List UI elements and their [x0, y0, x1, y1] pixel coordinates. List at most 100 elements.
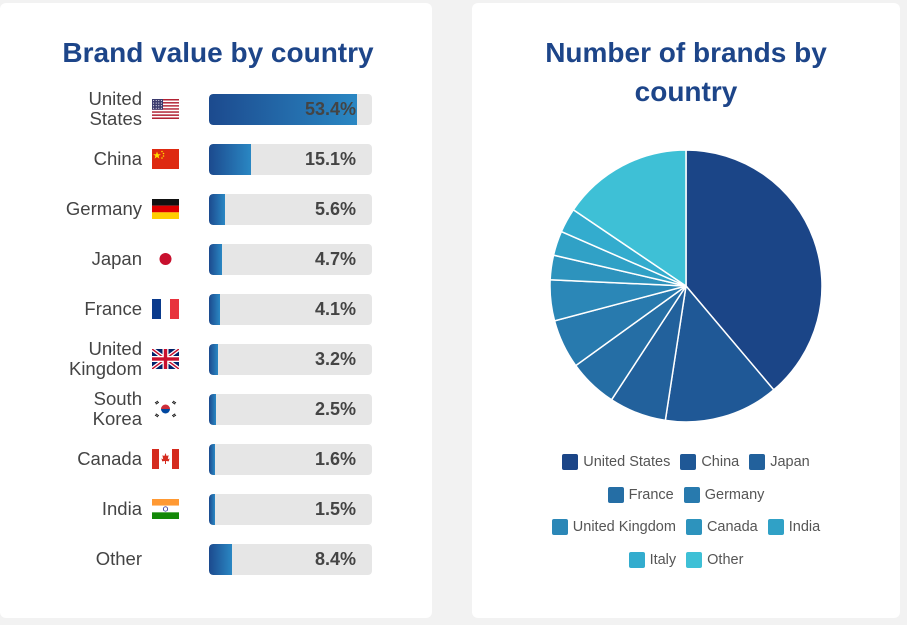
bar	[209, 194, 225, 225]
bar-row: India 1.5%	[0, 484, 432, 534]
uk-flag-icon	[152, 349, 179, 369]
bar-row: Canada 1.6%	[0, 434, 432, 484]
china-flag-icon	[152, 149, 179, 169]
bar-track: 1.6%	[209, 444, 372, 475]
legend-swatch	[607, 486, 624, 503]
bar-row: United Kingdom 3.2%	[0, 334, 432, 384]
country-label-line: France	[84, 298, 142, 319]
country-label: France	[2, 299, 142, 319]
bar-track: 8.4%	[209, 544, 372, 575]
bar-track: 53.4%	[209, 94, 372, 125]
legend-row: United States China Japan	[472, 452, 900, 472]
bar-track: 15.1%	[209, 144, 372, 175]
legend-item[interactable]: India	[767, 517, 821, 537]
legend-item[interactable]: China	[680, 452, 739, 472]
bar-track: 4.1%	[209, 294, 372, 325]
bar-value-label: 4.1%	[314, 299, 356, 319]
france-flag-icon	[152, 299, 179, 319]
bar-value-label: 8.4%	[314, 549, 356, 569]
bar-track: 3.2%	[209, 344, 372, 375]
india-flag-icon	[152, 499, 179, 519]
brands-count-title: Number of brands by country	[545, 37, 827, 107]
bar-track: 5.6%	[209, 194, 372, 225]
legend-label: Italy	[649, 551, 677, 568]
bar	[209, 244, 223, 275]
brands-count-pie-chart	[549, 149, 823, 423]
legend-label: Canada	[706, 519, 758, 535]
bar	[209, 294, 221, 325]
legend-swatch	[628, 551, 645, 568]
japan-flag-icon	[152, 249, 179, 269]
legend-swatch	[749, 454, 766, 470]
country-label: Germany	[2, 199, 142, 219]
legend-item[interactable]: Germany	[683, 485, 765, 505]
bar-row: France 4.1%	[0, 284, 432, 334]
bar-row: Germany 5.6%	[0, 184, 432, 234]
bar-value-label: 1.5%	[314, 499, 356, 519]
country-label-line: United	[88, 338, 142, 359]
germany-flag-icon	[152, 199, 179, 219]
bar-track: 4.7%	[209, 244, 372, 275]
legend-swatch	[683, 486, 700, 503]
legend-row: France Germany	[472, 485, 900, 505]
legend-swatch	[680, 454, 697, 470]
country-label: Canada	[2, 449, 142, 469]
bar-value-label: 15.1%	[304, 149, 356, 169]
bar-row: South Korea 2.5%	[0, 384, 432, 434]
bar-value-label: 1.6%	[314, 449, 356, 469]
country-label: United States	[2, 89, 142, 129]
pie-slice	[664, 284, 775, 423]
bar	[209, 94, 357, 125]
south-korea-flag-icon	[152, 399, 179, 419]
canada-flag-icon	[152, 449, 179, 469]
country-label-line: Korea	[92, 408, 142, 429]
country-label: Japan	[2, 249, 142, 269]
legend-item[interactable]: Other	[686, 550, 743, 570]
country-label-line: States	[89, 108, 142, 129]
bar-value-label: 3.2%	[314, 349, 356, 369]
legend-label: United States	[583, 454, 671, 470]
country-label: Other	[2, 549, 142, 569]
legend-swatch	[686, 551, 703, 568]
pie-slice	[572, 149, 687, 288]
legend-label: France	[628, 486, 674, 503]
legend-item[interactable]: United States	[562, 452, 670, 472]
legend-label: China	[701, 454, 740, 470]
bar-value-label: 4.7%	[314, 249, 356, 269]
country-label-line: Kingdom	[68, 358, 142, 379]
legend-label: Other	[707, 551, 744, 568]
country-label: United Kingdom	[2, 339, 142, 379]
pie-slice	[685, 149, 823, 391]
country-label: China	[2, 149, 142, 169]
legend-label: Germany	[704, 486, 765, 503]
legend-label: United Kingdom	[572, 519, 676, 535]
country-label: South Korea	[2, 389, 142, 429]
brands-count-card: Number of brands by country United State…	[472, 3, 900, 618]
country-label-line: Germany	[65, 198, 142, 219]
country-label-line: Japan	[91, 248, 142, 269]
legend-label: Japan	[770, 454, 810, 470]
bar	[209, 544, 233, 575]
brand-value-title: Brand value by country	[62, 37, 374, 68]
bar-track: 2.5%	[209, 394, 372, 425]
country-label: India	[2, 499, 142, 519]
legend-item[interactable]: Italy	[628, 550, 677, 570]
us-flag-icon	[152, 99, 179, 119]
legend-item[interactable]: United Kingdom	[551, 517, 676, 537]
bar-track: 1.5%	[209, 494, 372, 525]
legend-item[interactable]: France	[607, 485, 674, 505]
legend-item[interactable]: Japan	[749, 452, 810, 472]
bar-row: China 15.1%	[0, 134, 432, 184]
bar-value-label: 53.4%	[304, 99, 356, 119]
country-label-line: China	[93, 148, 142, 169]
legend-swatch	[767, 519, 784, 535]
country-label-line: India	[101, 498, 142, 519]
country-label-line: Canada	[77, 448, 142, 469]
brand-value-card: Brand value by country United States 53.4%…	[0, 3, 432, 618]
bar	[209, 394, 216, 425]
legend-label: India	[788, 519, 821, 535]
legend-item[interactable]: Canada	[685, 517, 758, 537]
bar-value-label: 2.5%	[314, 399, 356, 419]
bar-row: Other 8.4%	[0, 534, 432, 584]
legend-swatch	[685, 519, 702, 535]
